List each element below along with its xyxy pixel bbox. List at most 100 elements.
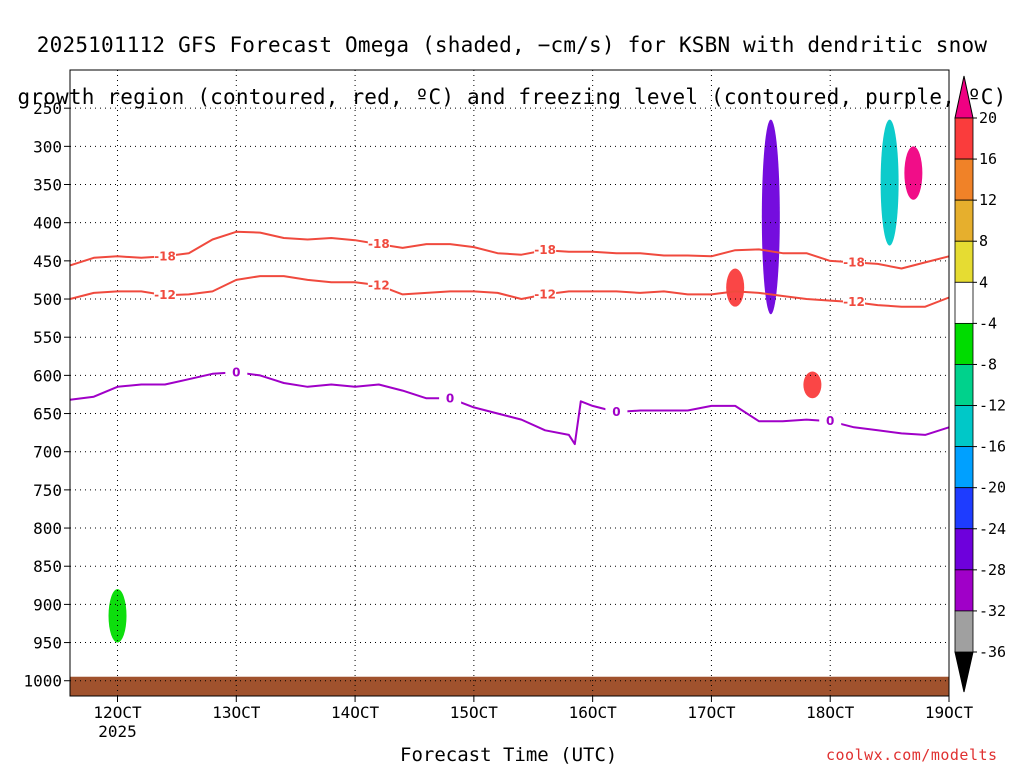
omega-feature-4 xyxy=(803,371,822,399)
colorbar-segment-6 xyxy=(954,364,974,406)
y-tick-label: 800 xyxy=(33,519,62,538)
contour-label--12: -12 xyxy=(843,295,865,309)
x-tick-label: 18OCT xyxy=(806,703,855,722)
colorbar-top-arrow xyxy=(954,75,974,119)
colorbar-label: -20 xyxy=(979,479,1006,497)
colorbar-segment-3 xyxy=(954,240,974,283)
contour-label-bg-2-3 xyxy=(819,413,842,428)
y-tick-label: 650 xyxy=(33,405,62,424)
colorbar-segment-11 xyxy=(954,569,974,612)
colorbar-segment-9 xyxy=(954,487,974,530)
y-tick-label: 900 xyxy=(33,595,62,614)
omega-feature-2 xyxy=(904,146,923,200)
colorbar-segment-10 xyxy=(954,528,974,571)
ground-fill xyxy=(70,676,949,696)
colorbar-label: 16 xyxy=(979,150,997,168)
contour-label-bg-2-0 xyxy=(225,364,248,379)
x-tick-label: 17OCT xyxy=(687,703,736,722)
plot-frame xyxy=(69,69,950,697)
contour-label--12: -12 xyxy=(368,278,390,292)
contour-label-0: 0 xyxy=(446,391,454,405)
y-tick-label: 750 xyxy=(33,481,62,500)
y-tick-label: 700 xyxy=(33,443,62,462)
colorbar-label: -28 xyxy=(979,561,1006,579)
x-tick-label: 14OCT xyxy=(331,703,380,722)
contour-label-0: 0 xyxy=(232,365,240,379)
contour-label-0: 0 xyxy=(612,405,620,419)
colorbar-label: 20 xyxy=(979,109,997,127)
colorbar-label: -32 xyxy=(979,602,1006,620)
colorbar-label: -4 xyxy=(979,314,997,332)
contour-lines: -18 -18 -18 -18 -12 -12 -12 -12 0 0 0 0 xyxy=(69,230,950,446)
contour-label--18: -18 xyxy=(154,249,176,263)
colorbar-segment-0 xyxy=(954,117,974,160)
contour-label-bg-0-0 xyxy=(154,248,177,263)
y-tick-label: 250 xyxy=(33,99,62,118)
contour-label-bg-0-3 xyxy=(842,254,865,269)
y-tick-label: 600 xyxy=(33,366,62,385)
y-tick-label: 1000 xyxy=(23,672,62,691)
omega-feature-0 xyxy=(761,119,780,315)
colorbar-bottom-arrow xyxy=(954,651,974,693)
contour-label-bg-1-2 xyxy=(534,286,557,301)
contour-label-bg-2-2 xyxy=(605,404,628,419)
y-tick-label: 850 xyxy=(33,557,62,576)
x-tick-sublabel: 2025 xyxy=(98,722,137,741)
omega-feature-3 xyxy=(726,268,745,307)
colorbar-label: -24 xyxy=(979,520,1006,538)
y-tick-label: 350 xyxy=(33,176,62,195)
omega-shading xyxy=(108,119,923,643)
contour-line-0 xyxy=(69,371,950,446)
x-tick-label: 13OCT xyxy=(212,703,261,722)
colorbar-label: -16 xyxy=(979,438,1006,456)
omega-feature-1 xyxy=(880,119,899,246)
contour-line--18 xyxy=(69,230,950,270)
contour-label-bg-2-1 xyxy=(439,390,462,405)
colorbar-label: 12 xyxy=(979,191,997,209)
contour-label--12: -12 xyxy=(154,288,176,302)
colorbar-segment-4 xyxy=(954,281,974,324)
contour-label-bg-1-0 xyxy=(154,287,177,302)
contour-label-bg-1-1 xyxy=(367,277,390,292)
contour-line--12 xyxy=(69,275,950,308)
colorbar-label: 8 xyxy=(979,232,988,250)
y-tick-label: 550 xyxy=(33,328,62,347)
colorbar-segment-7 xyxy=(954,405,974,448)
colorbar-segment-1 xyxy=(954,158,974,201)
contour-label--18: -18 xyxy=(843,255,865,269)
ground-layer xyxy=(70,676,949,696)
contour-label--18: -18 xyxy=(534,243,556,257)
y-axis: 250 300 350 400 450 500 550 600 650 700 750 800 850 9… xyxy=(23,99,70,691)
y-tick-label: 400 xyxy=(33,214,62,233)
x-tick-label: 16OCT xyxy=(569,703,618,722)
colorbar-segment-5 xyxy=(954,322,974,365)
x-tick-label: 15OCT xyxy=(450,703,499,722)
y-tick-label: 950 xyxy=(33,634,62,653)
contour-label-bg-0-2 xyxy=(534,242,557,257)
title-line-2: growth region (contoured, red, ºC) and f… xyxy=(17,85,1007,109)
colorbar-label: -8 xyxy=(979,355,997,373)
x-axis-label: Forecast Time (UTC) xyxy=(400,744,618,766)
chart-title: 2025101112 GFS Forecast Omega (shaded, −… xyxy=(0,6,1024,136)
contour-label-bg-1-3 xyxy=(842,294,865,309)
x-tick-label: 12OCT xyxy=(93,703,142,722)
colorbar-label: -36 xyxy=(979,643,1006,661)
y-tick-label: 300 xyxy=(33,137,62,156)
credit-link[interactable]: coolwx.com/modelts xyxy=(826,746,998,764)
y-tick-label: 500 xyxy=(33,290,62,309)
contour-label-0: 0 xyxy=(826,414,834,428)
title-line-1: 2025101112 GFS Forecast Omega (shaded, −… xyxy=(36,33,988,57)
colorbar-label: 4 xyxy=(979,273,988,291)
x-tick-label: 19OCT xyxy=(925,703,974,722)
contour-label--18: -18 xyxy=(368,237,390,251)
colorbar-segment-8 xyxy=(954,446,974,489)
colorbar-label: -12 xyxy=(979,397,1006,415)
colorbar: 20 16 12 8 4 -4 -8 -12 -16 -20 -24 -28 -32 -36 xyxy=(954,75,1006,693)
colorbar-segment-2 xyxy=(954,199,974,242)
y-tick-label: 450 xyxy=(33,252,62,271)
colorbar-segment-12 xyxy=(954,610,974,653)
contour-label--12: -12 xyxy=(534,287,556,301)
contour-label-bg-0-1 xyxy=(367,236,390,251)
